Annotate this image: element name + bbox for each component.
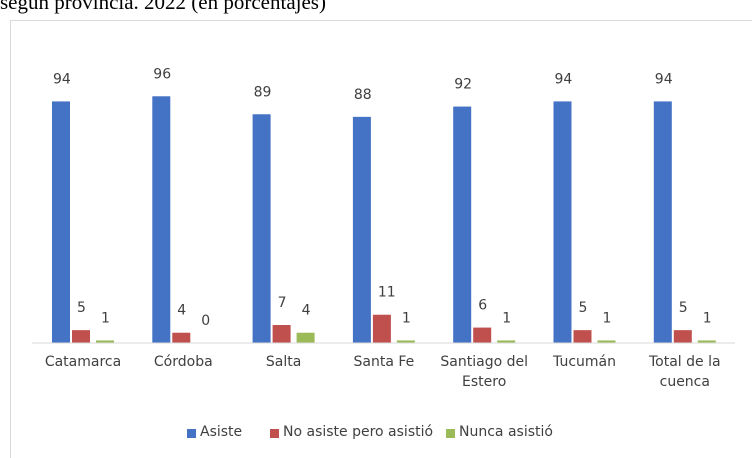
data-label: 89 (254, 84, 272, 100)
bar (72, 330, 90, 343)
legend-swatch (446, 429, 455, 438)
data-label: 1 (502, 310, 511, 326)
bar (573, 330, 592, 343)
data-label: 1 (703, 310, 712, 326)
x-tick-label: Córdoba (153, 354, 213, 370)
data-label: 7 (278, 295, 287, 311)
x-tick-label: Santiago del Estero (440, 354, 528, 390)
data-label: 94 (53, 71, 71, 87)
legend-label: Asiste (200, 424, 243, 440)
data-label: 94 (655, 71, 673, 87)
chart-title: según provincia. 2022 (en porcentajes) (0, 0, 326, 14)
data-label: 96 (153, 66, 171, 82)
bar (497, 340, 516, 343)
x-tick-label: Salta (265, 354, 302, 370)
bar (372, 314, 391, 343)
data-label: 92 (454, 77, 472, 93)
bar (453, 106, 472, 343)
legend-swatch (187, 429, 196, 438)
bar (697, 340, 716, 343)
bar (152, 96, 171, 343)
data-label: 94 (555, 71, 573, 87)
bar (296, 332, 315, 343)
bar (653, 101, 672, 343)
bar (52, 101, 70, 343)
bar (172, 332, 191, 343)
legend-label: No asiste pero asistió (283, 424, 434, 440)
data-label: 1 (101, 310, 110, 326)
x-tick-label: Tucumán (553, 354, 616, 370)
data-label: 4 (302, 303, 311, 319)
x-tick-label: Total de la cuenca (649, 354, 721, 390)
bar (553, 101, 572, 343)
data-label: 6 (478, 298, 487, 314)
bar (252, 114, 271, 344)
chart-frame (10, 20, 752, 458)
data-label: 1 (603, 310, 612, 326)
data-label: 1 (402, 310, 411, 326)
bar (673, 330, 692, 343)
bar (473, 327, 492, 343)
data-label: 0 (201, 313, 210, 329)
x-tick-label: Catamarca (44, 354, 122, 370)
data-label: 4 (177, 303, 186, 319)
data-label: 5 (679, 300, 688, 316)
bar (96, 340, 114, 343)
legend-swatch (270, 429, 279, 438)
data-label: 5 (579, 300, 588, 316)
data-label: 11 (378, 285, 396, 301)
data-label: 88 (354, 87, 372, 103)
bar (597, 340, 616, 343)
data-label: 5 (77, 300, 86, 316)
legend-label: Nunca asistió (459, 424, 553, 440)
x-tick-label: Santa Fe (353, 354, 415, 370)
bar (352, 116, 371, 343)
bar (272, 325, 291, 343)
bar (396, 340, 415, 343)
